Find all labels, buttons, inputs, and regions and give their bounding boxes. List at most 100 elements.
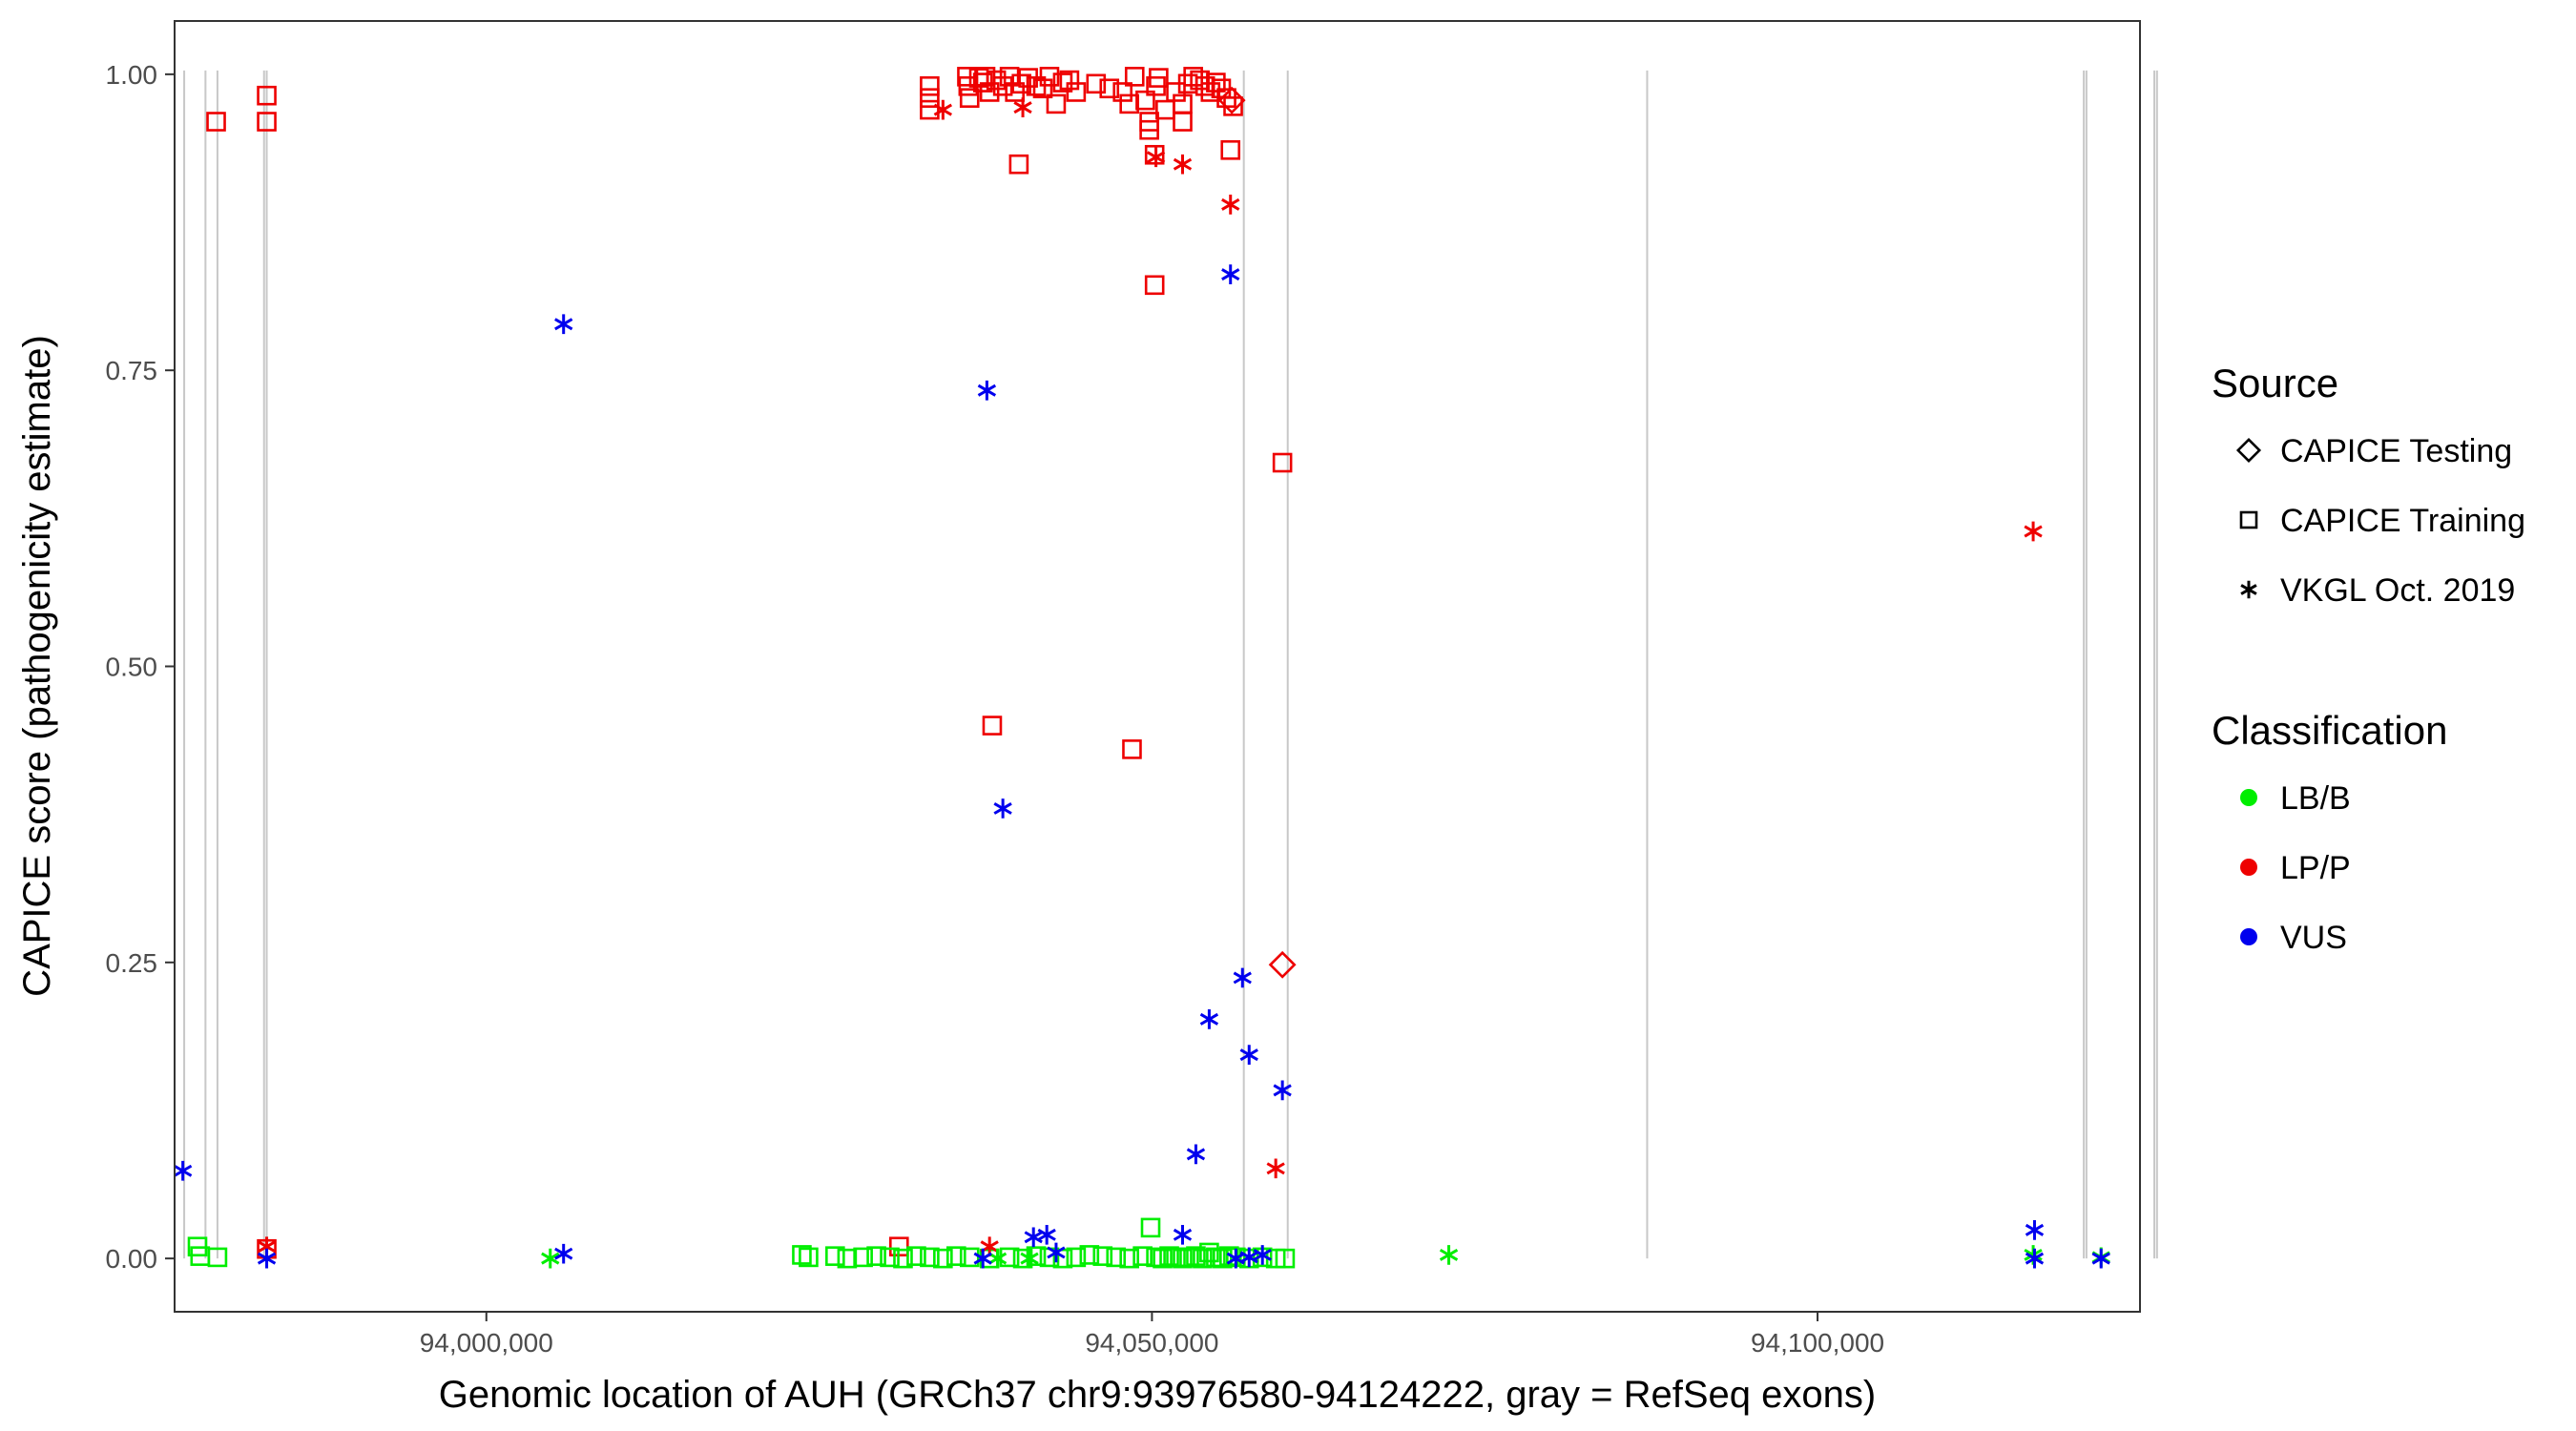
data-point	[1106, 1247, 1127, 1268]
data-point	[1146, 147, 1166, 168]
data-point	[207, 1247, 228, 1268]
data-point	[1132, 1246, 1153, 1266]
y-axis-title: CAPICE score (pathogenicity estimate)	[16, 335, 58, 997]
data-point	[920, 1247, 940, 1268]
y-tick-label: 1.00	[106, 60, 158, 90]
data-point	[554, 1243, 573, 1264]
data-point	[1213, 1248, 1233, 1269]
data-point	[1217, 86, 1246, 114]
x-tick-label: 94,100,000	[1751, 1328, 1884, 1358]
legend-key-dot	[2240, 859, 2257, 876]
data-point	[977, 380, 997, 401]
y-tick-label: 0.75	[106, 356, 158, 385]
data-point	[1066, 1247, 1087, 1268]
data-point	[987, 1248, 1008, 1269]
data-point	[799, 1247, 819, 1268]
data-point	[257, 112, 277, 132]
data-point	[1135, 90, 1155, 111]
data-point	[1268, 950, 1297, 979]
data-point	[906, 1246, 926, 1266]
data-point	[1220, 140, 1241, 160]
legend-title-classification: Classification	[2212, 708, 2447, 753]
data-point	[792, 1245, 812, 1265]
legend-key-asterisk	[2240, 580, 2257, 599]
data-point	[1066, 82, 1087, 102]
data-point	[1149, 68, 1169, 88]
legend-label: CAPICE Training	[2280, 503, 2525, 539]
data-point	[982, 716, 1003, 736]
data-point	[893, 1248, 913, 1269]
y-tick-label: 0.50	[106, 653, 158, 682]
x-axis-title: Genomic location of AUH (GRCh37 chr9:939…	[439, 1374, 1876, 1416]
x-tick-label: 94,050,000	[1085, 1328, 1218, 1358]
data-point	[1039, 67, 1060, 87]
data-point	[1099, 78, 1120, 99]
data-point	[1173, 112, 1193, 132]
data-point	[920, 99, 940, 120]
data-point	[920, 75, 940, 96]
data-point	[1047, 1242, 1066, 1263]
data-point	[1173, 1224, 1193, 1245]
data-point	[1273, 1080, 1292, 1101]
data-point	[206, 112, 226, 132]
data-point	[257, 1248, 277, 1269]
data-point	[554, 314, 573, 335]
data-point	[1199, 1009, 1219, 1029]
legend-key-dot	[2240, 789, 2257, 806]
data-point	[1119, 1248, 1139, 1269]
data-point	[1011, 73, 1031, 94]
data-point	[1206, 73, 1226, 93]
data-point	[1153, 1248, 1173, 1269]
data-points	[173, 67, 2110, 1269]
legend-label: LB/B	[2280, 780, 2351, 817]
data-point	[1079, 1245, 1100, 1265]
y-axis: 0.00 0.25 0.50 0.75 1.00	[106, 60, 175, 1274]
data-point	[1193, 1248, 1213, 1269]
data-point	[1199, 1242, 1219, 1263]
data-point	[933, 99, 953, 120]
data-point	[1059, 70, 1080, 91]
legend-key-square	[2239, 510, 2258, 529]
data-point	[1008, 154, 1029, 175]
legend-label: CAPICE Testing	[2280, 433, 2512, 469]
data-point	[2025, 1248, 2045, 1269]
legend-title-source: Source	[2212, 361, 2338, 405]
data-point	[1186, 1144, 1206, 1165]
data-point	[1233, 967, 1252, 988]
data-point	[959, 88, 980, 108]
data-point	[993, 798, 1012, 819]
data-point	[1086, 73, 1107, 94]
exon-lines	[183, 70, 2158, 1259]
data-point	[1173, 154, 1193, 175]
data-point	[825, 1246, 845, 1266]
data-point	[173, 1160, 193, 1181]
data-point	[999, 67, 1020, 87]
legend-label: VUS	[2280, 920, 2347, 956]
data-point	[1272, 452, 1293, 473]
data-point	[1139, 119, 1159, 140]
data-point	[1275, 1248, 1296, 1269]
data-point	[1046, 93, 1067, 114]
data-point	[933, 1248, 953, 1269]
data-point	[1112, 82, 1133, 102]
data-point	[257, 85, 277, 106]
legend-label: VKGL Oct. 2019	[2280, 572, 2515, 609]
legend-key-diamond	[2235, 437, 2262, 464]
x-tick-label: 94,000,000	[420, 1328, 553, 1358]
data-point	[1020, 1248, 1039, 1269]
data-point	[1221, 264, 1240, 284]
data-point	[1144, 275, 1165, 296]
legend-key-dot	[2240, 928, 2257, 945]
data-point	[1186, 1246, 1206, 1266]
data-point	[1239, 1045, 1258, 1065]
data-point	[880, 1247, 900, 1268]
legend: Source CAPICE Testing CAPICE Training VKGL …	[2212, 361, 2525, 956]
data-point	[920, 88, 940, 108]
data-point	[1221, 195, 1240, 215]
data-point	[946, 1246, 966, 1266]
data-point	[986, 70, 1007, 91]
data-point	[1140, 1217, 1161, 1238]
data-point	[853, 1247, 873, 1268]
data-point	[541, 1248, 560, 1269]
